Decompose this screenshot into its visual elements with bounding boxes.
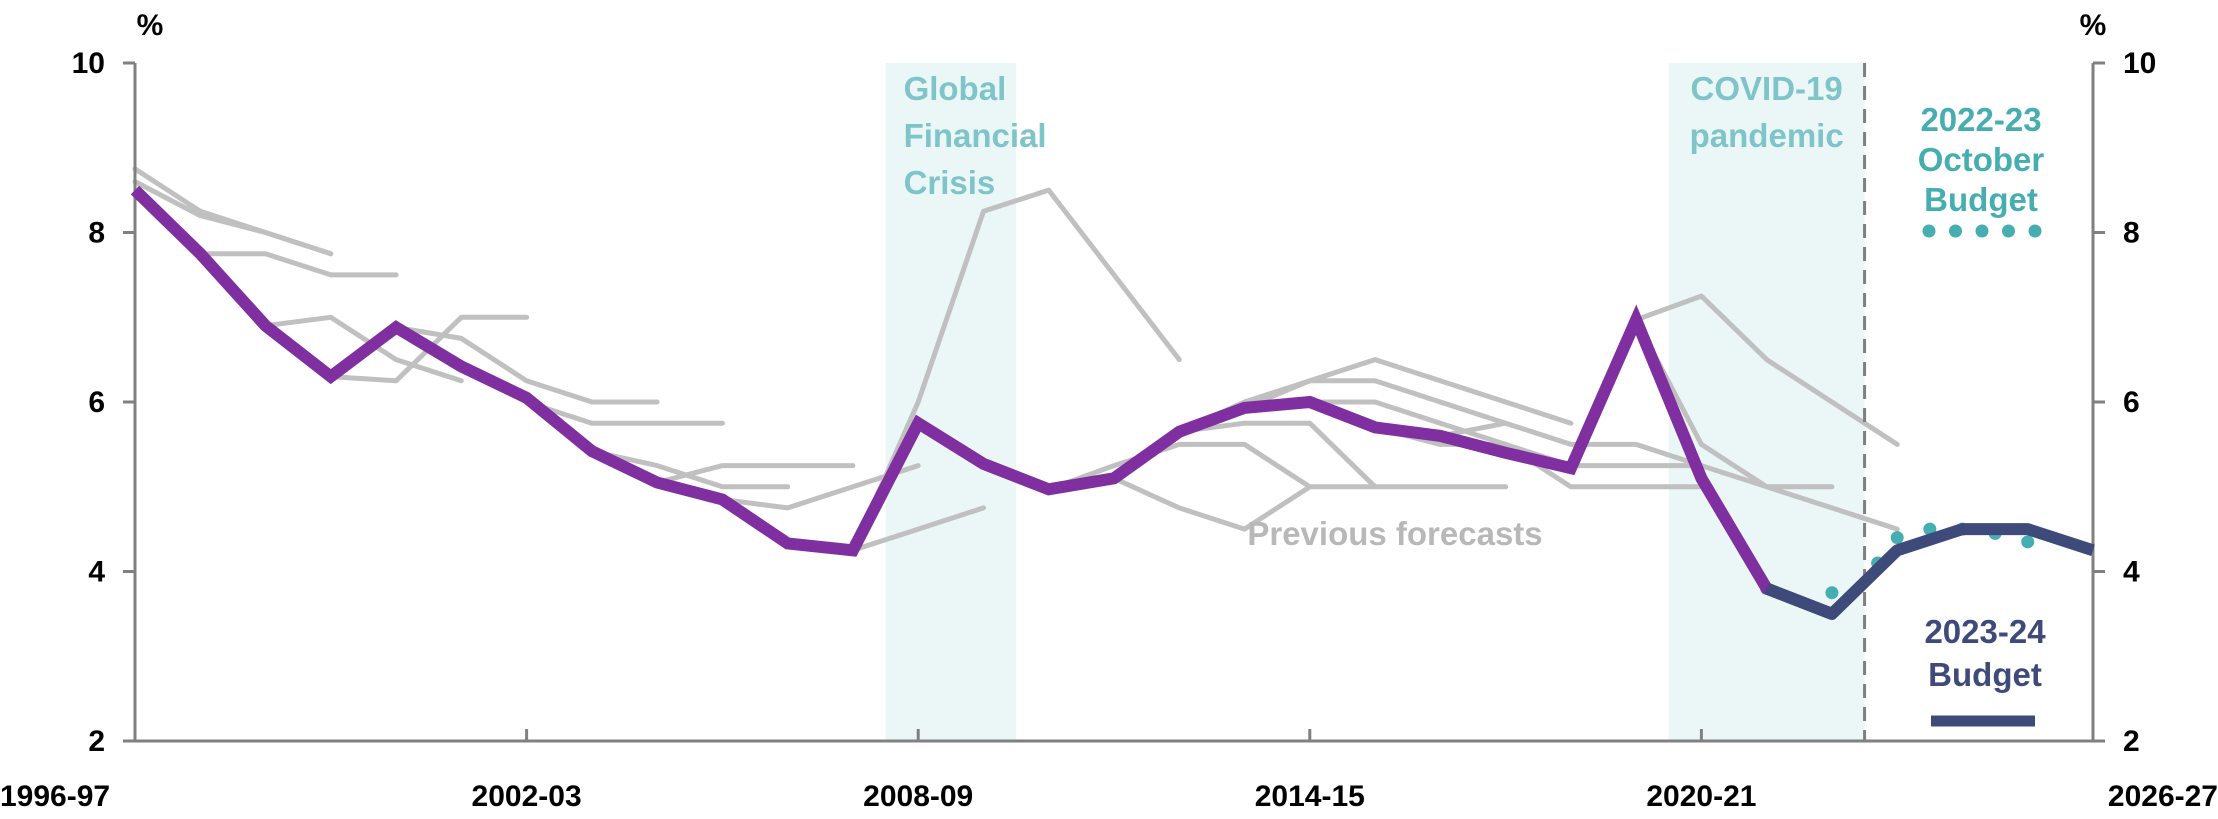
axes: 2 2 4 4 6 6 8 8 10 10 1996-97 2002-03 2008-09 2014-15… [0,47,2218,813]
previous-forecast-line-6 [458,363,725,426]
previous-forecast-line-10 [850,505,986,553]
left-y-tick-label-4: 10 [72,47,105,80]
shaded-region-0 [885,63,1017,741]
previous-forecast-line-2 [197,251,399,278]
right-unit-label: % [2080,9,2107,42]
october-budget-legend-dot-4 [2028,224,2042,238]
shaded-region-label-0-1: Financial [904,117,1047,154]
previous-forecast-line-8 [654,463,856,485]
budget-2023-24-label-0: 2023-24 [1924,613,2046,650]
previous-forecast-line-1 [132,179,334,257]
annotations: % % Previous forecasts Global Financial Cr… [137,9,2107,727]
october-budget-legend-dot-1 [1949,224,1962,238]
x-tick-label-4: 2020-21 [1646,780,1756,813]
actual-line [130,185,1835,620]
left-y-tick-label-1: 4 [88,556,105,589]
right-y-tick-label-0: 2 [2123,725,2140,758]
budget-2023-24-label-1: Budget [1928,656,2042,693]
previous-forecast-line-12 [1046,441,1313,492]
october-budget-legend-dot-3 [2002,224,2015,238]
shaded-region-label-0-0: Global [904,70,1007,107]
previous-forecast-line-21 [1633,317,1900,532]
x-tick-label-2: 2008-09 [863,780,973,813]
previous-forecast-line-20 [1633,293,1900,447]
previous-forecast-line-13 [1111,475,1509,532]
budget-2023-24-overlap-segment [1764,582,1835,620]
previous-forecast-line-11 [850,187,1182,553]
shaded-region-label-1-0: COVID-19 [1691,70,1843,107]
data-series [130,185,2095,620]
previous-forecast-line-16 [1242,357,1574,426]
previous-forecasts-label: Previous forecasts [1247,515,1542,552]
x-tick-label-3: 2014-15 [1255,780,1365,813]
left-y-tick-label-2: 6 [88,386,105,419]
october-budget-label-2: Budget [1924,181,2038,218]
right-y-tick-label-3: 8 [2123,217,2140,250]
left-y-tick-label-0: 2 [88,725,105,758]
october-budget-legend-dot-2 [1975,224,1989,238]
right-y-tick-label-4: 10 [2123,47,2156,80]
previous-forecast-line-5 [393,324,660,405]
october-budget-legend-dot-0 [1922,224,1936,238]
left-unit-label: % [137,9,164,42]
shaded-region-label-1-1: pandemic [1690,117,1844,154]
october-budget-label-0: 2022-23 [1920,101,2041,138]
october-budget-point-7 [2021,535,2035,549]
left-y-tick-label-3: 8 [88,217,105,250]
shaded-region-label-0-2: Crisis [904,164,996,201]
october-budget-label-1: October [1918,141,2045,178]
october-budget-point-1 [1825,586,1839,600]
previous-forecast-line-14 [1176,420,1378,490]
x-tick-label-0: 1996-97 [0,780,110,813]
october-budget-point-3 [1890,531,1904,545]
right-y-tick-label-2: 6 [2123,386,2140,419]
previous-forecast-line-3 [263,314,464,384]
x-tick-label-1: 2002-03 [472,780,582,813]
x-tick-label-5: 2026-27 [2108,780,2218,813]
right-y-tick-label-1: 4 [2123,556,2140,589]
